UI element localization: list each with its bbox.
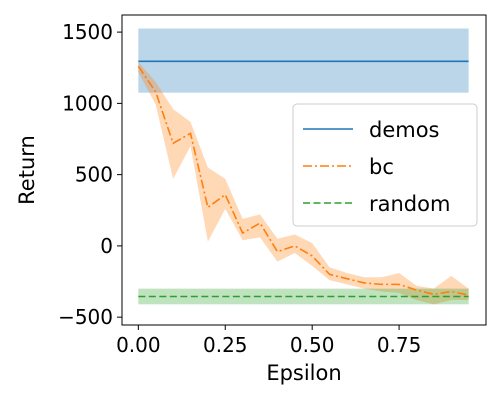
y-axis-label: Return (15, 135, 39, 205)
y-tick-label: 1500 (62, 20, 113, 44)
legend-box (292, 103, 478, 227)
x-tick-label: 0.75 (377, 333, 422, 357)
bc-band (138, 62, 469, 305)
y-tick-label: −500 (58, 305, 113, 329)
y-tick-label: 500 (75, 163, 113, 187)
legend-label-random: random (369, 192, 450, 216)
bc-line (137, 65, 469, 296)
x-axis-label: Epsilon (266, 361, 341, 385)
legend: demos bc random (292, 103, 478, 227)
legend-label-bc: bc (369, 155, 394, 179)
series-lines (137, 60, 469, 298)
random-band (138, 288, 469, 305)
y-tick-label: 1000 (62, 91, 113, 115)
y-axis-ticks: −500 0 500 1000 1500 (58, 20, 122, 329)
y-tick-label: 0 (100, 234, 113, 258)
plot-frame (121, 14, 487, 326)
x-tick-label: 0.00 (116, 333, 161, 357)
x-tick-label: 0.50 (290, 333, 335, 357)
x-tick-label: 0.25 (203, 333, 248, 357)
legend-label-demos: demos (369, 118, 440, 142)
x-axis-ticks: 0.00 0.25 0.50 0.75 (116, 325, 421, 357)
